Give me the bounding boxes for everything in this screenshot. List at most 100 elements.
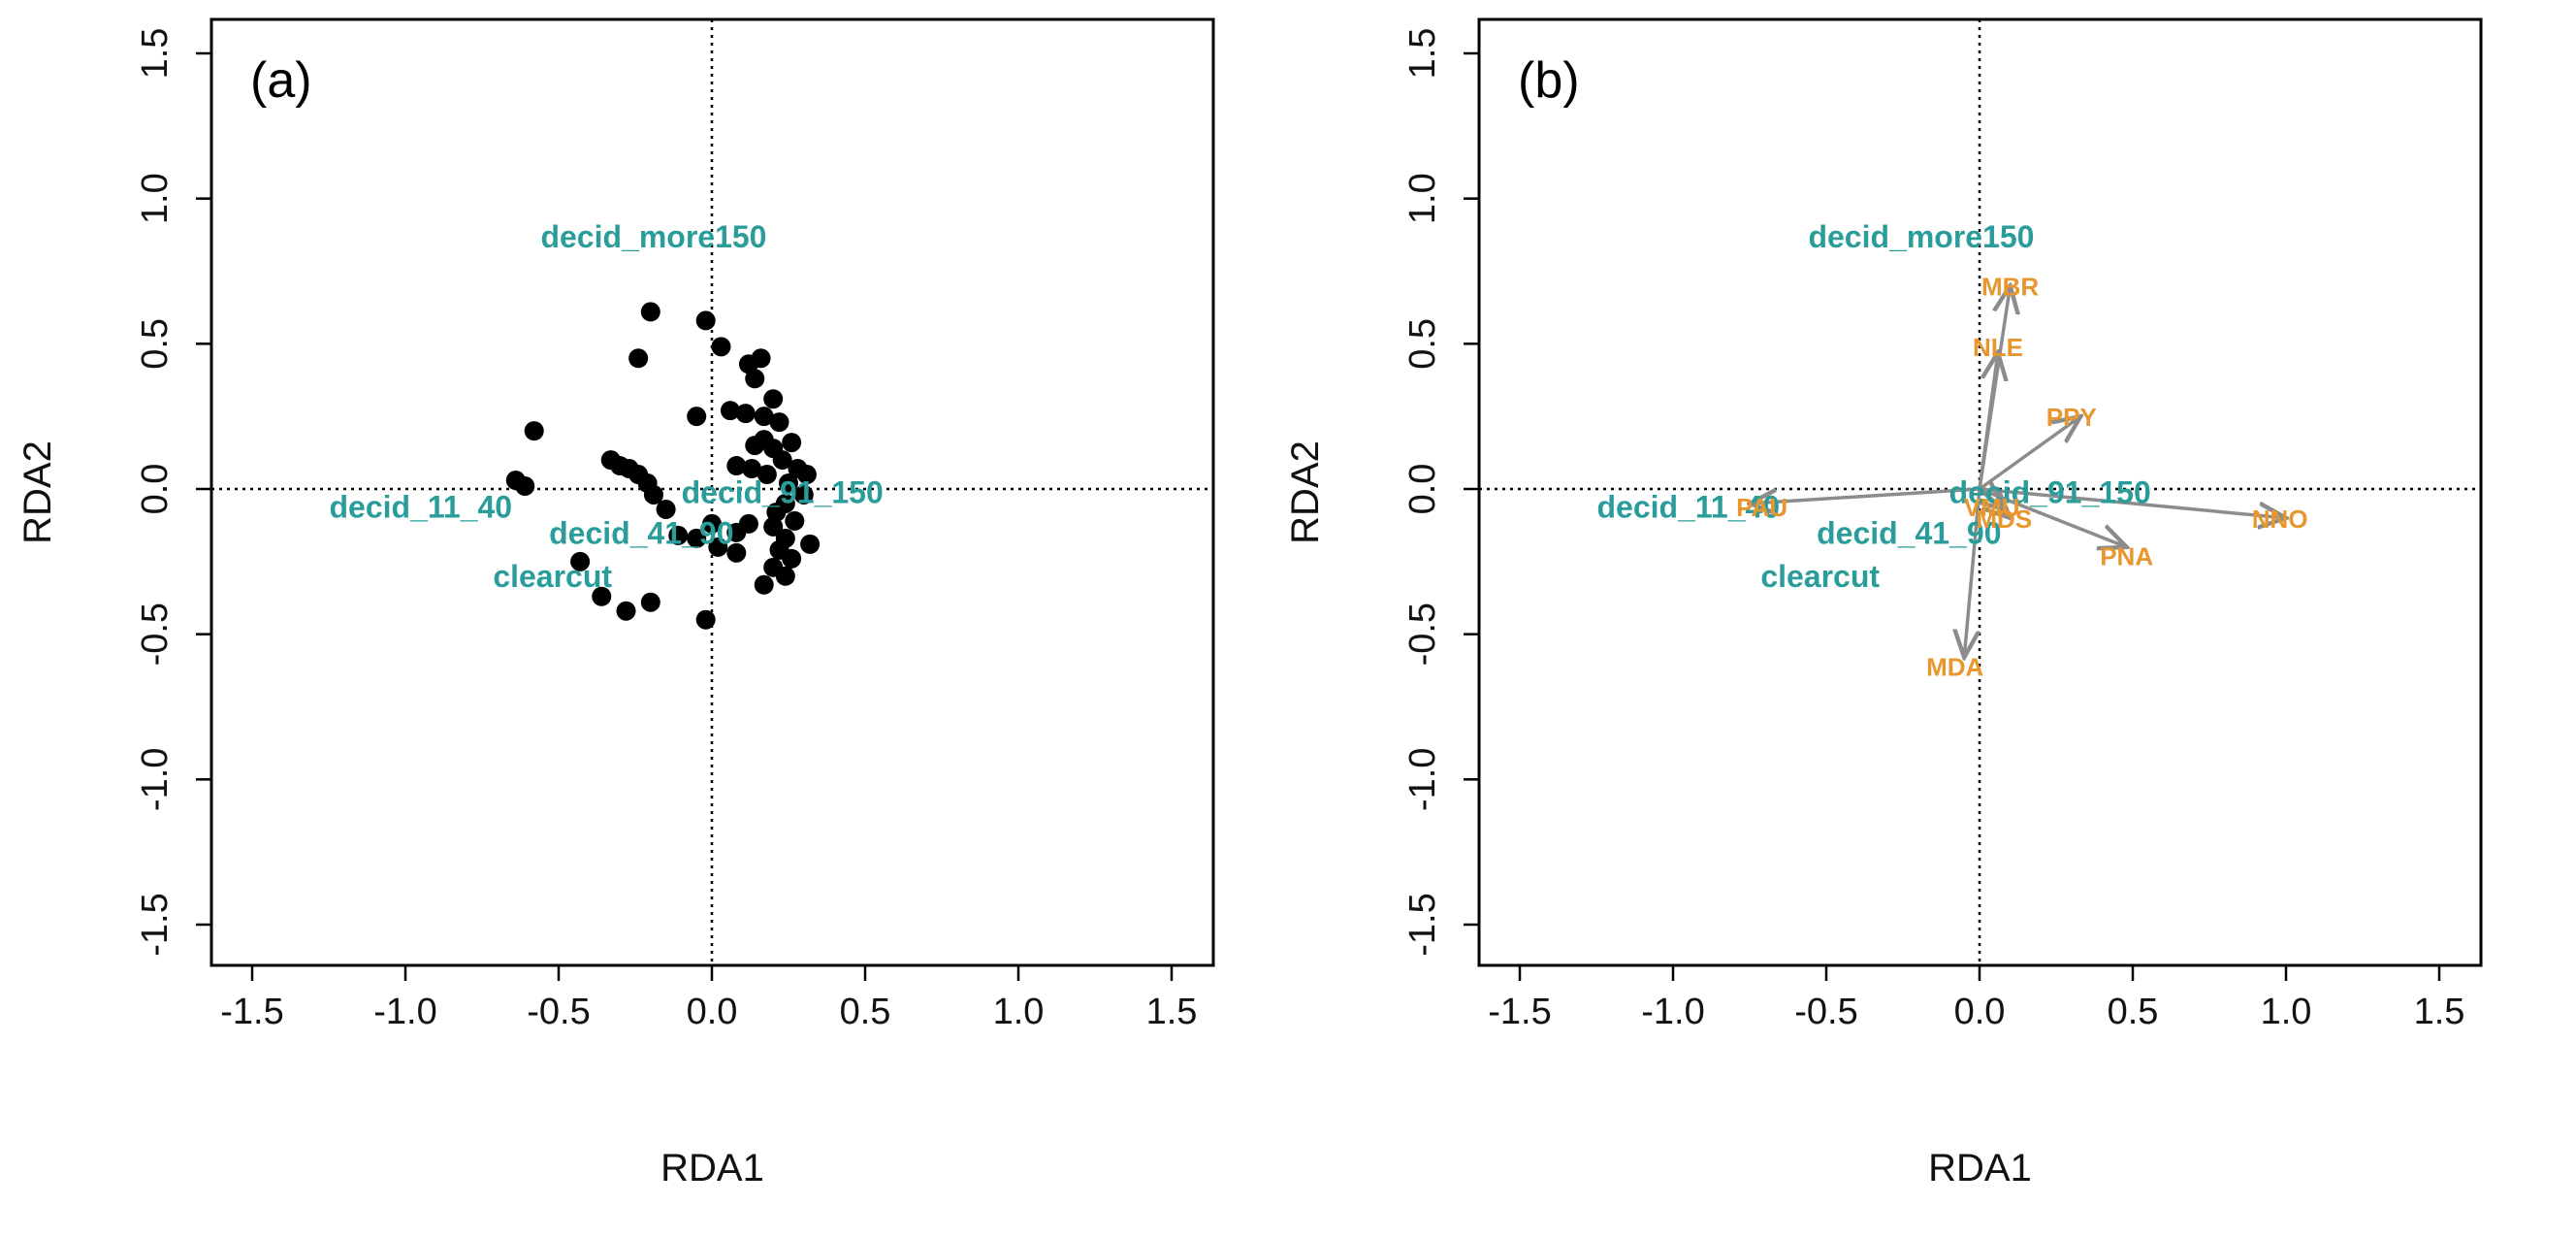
panel-a-site-point	[687, 407, 707, 427]
panel-a-site-point	[779, 473, 798, 494]
panel-a-site-point	[640, 592, 660, 612]
panel-a: -1.5 -1.0 -0.5 0.0 0.5 1.0 1.5 -1.5 -1.0 -0.5 0.0 0…	[16, 17, 1215, 1189]
panel-b-arrow-mds	[1978, 487, 2011, 518]
panel-b: -1.5 -1.0 -0.5 0.0 0.5 1.0 1.5 -1.5 -1.0 -0.5 0.0 0…	[1284, 17, 2483, 1189]
panel-a-site-point	[785, 510, 805, 531]
panel-a-site-point	[708, 537, 728, 557]
panel-a-ytick-label: -0.5	[135, 603, 176, 666]
panel-b-xtick-label: 0.0	[1954, 992, 2006, 1032]
panel-a-xtick-label: -1.5	[220, 992, 283, 1032]
panel-b-xtick-label: 1.0	[2261, 992, 2312, 1032]
panel-a-site-point	[745, 436, 765, 456]
panel-a-site-point	[763, 389, 784, 409]
panel-a-site-point	[757, 465, 777, 485]
panel-a-site-point	[515, 476, 535, 497]
panel-b-ytick-label: 0.5	[1402, 318, 1443, 370]
panel-a-xtick-label: 1.5	[1146, 992, 1198, 1032]
panel-b-ytick-label: 0.0	[1402, 464, 1443, 515]
panel-b-arrow-nle	[1978, 352, 1998, 490]
panel-b-site-label: decid_91_150	[1949, 474, 2151, 509]
panel-a-xtick-label: 0.5	[840, 992, 891, 1032]
panel-b-arrow-mda	[1964, 488, 1981, 658]
panel-b-site-label: clearcut	[1760, 559, 1880, 594]
panel-a-site-point	[702, 513, 722, 534]
panel-a-ytick-label: -1.5	[135, 893, 176, 956]
panel-a-site-label: clearcut	[493, 559, 612, 594]
panel-a-site-point	[735, 404, 756, 424]
panel-b-ytick-label: -1.0	[1402, 748, 1443, 811]
panel-b-arrow-ppy	[1978, 416, 2080, 491]
panel-a-site-point	[616, 601, 636, 621]
panel-a-site-point	[754, 407, 774, 427]
panel-b-species-label: MDA	[1926, 652, 1983, 681]
panel-a-site-point	[720, 401, 740, 421]
panel-a-ytick-label: -1.0	[135, 748, 176, 811]
panel-b-ytick-label: -0.5	[1402, 603, 1443, 666]
panel-b-xtick-label: 1.5	[2414, 992, 2465, 1032]
panel-a-site-point	[775, 566, 795, 586]
panel-a-site-label: decid_41_90	[549, 515, 733, 550]
panel-b-species-label: NLE	[1973, 333, 2023, 362]
panel-a-site-point	[726, 456, 747, 476]
panel-b-species-label: VMU	[1964, 493, 2020, 522]
panel-b-site-label: decid_41_90	[1817, 515, 2001, 550]
panel-a-site-point	[800, 534, 821, 554]
panel-b-species-label: PPY	[2046, 403, 2097, 432]
panel-a-site-point	[751, 348, 771, 369]
panel-a-site-point	[782, 433, 802, 453]
panel-a-site-label: decid_11_40	[330, 489, 513, 524]
panel-b-y-axis-title: RDA2	[1284, 440, 1327, 544]
panel-a-site-point	[766, 502, 787, 522]
panel-a-y-axis-title: RDA2	[16, 440, 59, 544]
panel-a-site-point	[769, 412, 789, 433]
panel-b-xtick-label: -0.5	[1794, 992, 1857, 1032]
panel-a-site-point	[711, 337, 731, 357]
panel-a-site-point	[656, 499, 676, 519]
panel-a-site-point	[726, 522, 747, 542]
panel-a-xtick-label: 0.0	[687, 992, 738, 1032]
panel-b-arrow-nno	[1979, 487, 2286, 518]
panel-a-site-point	[782, 548, 802, 569]
panel-b-xtick-label: 0.5	[2108, 992, 2159, 1032]
panel-b-ytick-label: 1.5	[1402, 28, 1443, 80]
panel-b-species-label: PNA	[2100, 542, 2153, 571]
panel-a-site-point	[687, 528, 707, 548]
panel-a-xtick-label: -0.5	[527, 992, 590, 1032]
panel-a-site-point	[695, 609, 716, 630]
panel-a-ytick-label: 0.5	[135, 318, 176, 370]
panel-b-site-label: decid_more150	[1808, 219, 2034, 254]
panel-b-species-label: MBR	[1981, 272, 2039, 301]
panel-b-species-label: PAU	[1736, 493, 1787, 522]
panel-b-xtick-label: -1.5	[1488, 992, 1551, 1032]
panel-a-ytick-label: 1.0	[135, 173, 176, 224]
panel-b-label: (b)	[1518, 52, 1580, 109]
panel-a-site-point	[745, 369, 765, 389]
panel-a-label: (a)	[250, 52, 312, 109]
panel-b-arrow-pau	[1750, 487, 1980, 504]
panel-a-site-point	[592, 586, 612, 606]
panel-a-site-point	[742, 459, 762, 479]
panel-a-xtick-label: 1.0	[993, 992, 1045, 1032]
panel-a-site-point	[628, 348, 649, 369]
panel-a-site-point	[763, 516, 784, 537]
panel-b-ytick-label: -1.5	[1402, 893, 1443, 956]
panel-a-site-point	[524, 421, 544, 441]
panel-b-site-label: decid_11_40	[1597, 489, 1781, 524]
panel-a-site-point	[695, 310, 716, 331]
panel-b-species-label: NNO	[2252, 505, 2308, 534]
panel-a-site-point	[643, 484, 663, 505]
panel-a-site-label: decid_more150	[540, 219, 766, 254]
panel-a-site-point	[570, 551, 591, 571]
panel-b-species-label: MDS	[1976, 505, 2032, 534]
panel-a-ytick-label: 0.0	[135, 464, 176, 515]
panel-a-ytick-label: 1.5	[135, 28, 176, 80]
panel-a-x-axis-title: RDA1	[660, 1147, 764, 1189]
panel-b-xtick-label: -1.0	[1641, 992, 1704, 1032]
panel-a-site-point	[668, 525, 689, 545]
panel-a-site-point	[772, 450, 792, 471]
panel-a-site-label: decid_91_150	[682, 474, 884, 509]
panel-b-x-axis-title: RDA1	[1928, 1147, 2032, 1189]
panel-a-site-point	[793, 484, 814, 505]
panel-a-site-point	[640, 302, 660, 322]
